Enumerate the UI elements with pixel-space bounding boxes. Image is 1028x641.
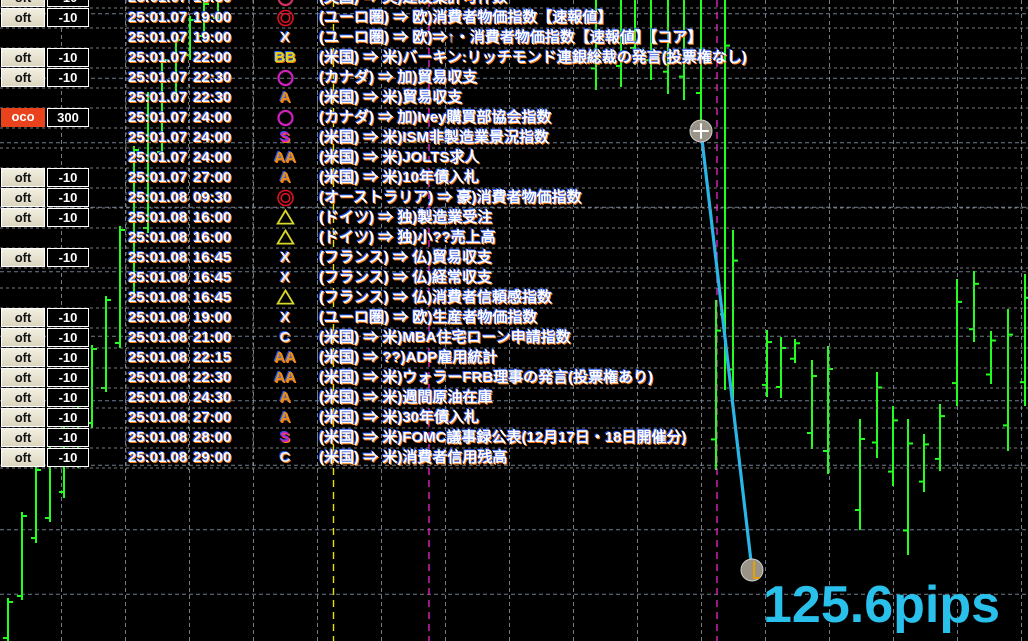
svg-text:125.6pips: 125.6pips	[763, 576, 1000, 634]
